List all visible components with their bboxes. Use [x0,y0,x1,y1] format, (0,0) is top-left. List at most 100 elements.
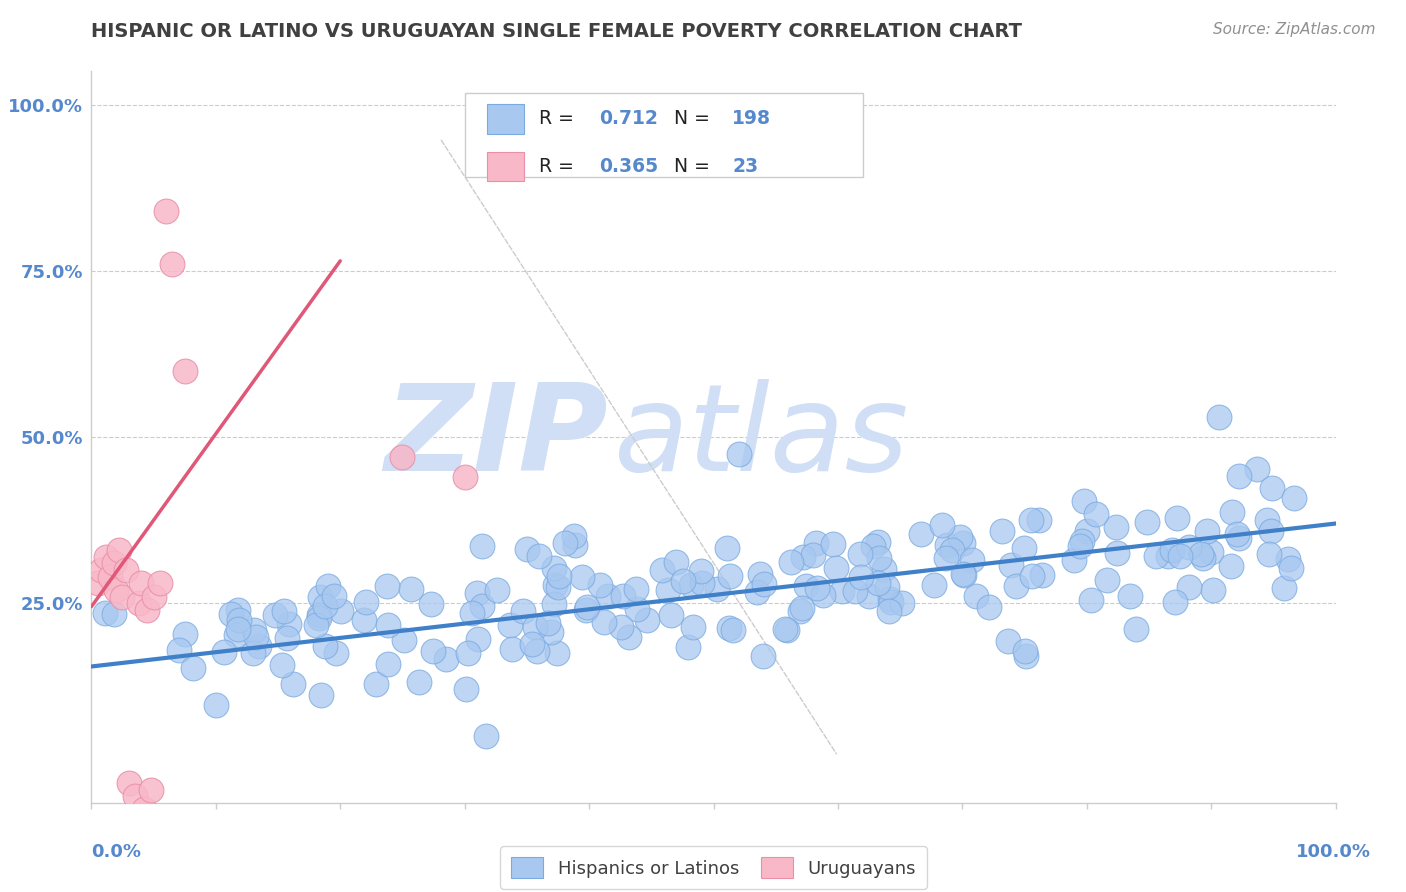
Point [1168,549,1191,563]
Point [997,634,1019,648]
Point [801,548,824,562]
Point [392,633,415,648]
Point [408,674,430,689]
Text: N =: N = [673,157,716,176]
Point [173,363,195,377]
Point [612,589,634,603]
Text: N =: N = [673,110,716,128]
Point [657,583,679,598]
Point [868,535,890,549]
Point [592,615,614,629]
Point [1144,549,1167,563]
Point [979,599,1001,614]
Point [543,561,565,575]
Point [1195,524,1218,539]
Point [991,524,1014,538]
Point [1189,547,1212,561]
Point [1000,558,1022,573]
Point [716,541,738,555]
Point [681,578,703,592]
Point [1063,553,1085,567]
Point [214,645,236,659]
Point [467,632,489,646]
Point [747,585,769,599]
Point [314,639,336,653]
Point [651,563,673,577]
Point [779,555,801,569]
Point [876,580,898,594]
Point [659,607,682,622]
Text: R =: R = [540,157,581,176]
Point [457,646,479,660]
Point [540,624,562,639]
Point [98,570,121,584]
Point [636,613,658,627]
Point [1105,546,1128,560]
Point [1246,462,1268,476]
Point [325,646,347,660]
Point [524,620,547,634]
Point [626,602,648,616]
Point [849,547,872,561]
Point [682,620,704,634]
Point [562,528,585,542]
Point [935,551,957,566]
Text: 0.712: 0.712 [599,110,658,128]
Point [132,802,155,816]
Point [155,204,177,219]
Point [676,640,699,655]
Point [1219,559,1241,574]
Point [1014,644,1036,658]
Text: R =: R = [540,110,581,128]
Point [516,541,538,556]
Point [626,582,648,597]
Point [952,536,974,550]
Point [821,537,844,551]
Point [522,637,544,651]
Point [548,569,571,583]
Point [181,661,204,675]
Point [1282,491,1305,505]
Point [366,677,388,691]
Point [1164,595,1187,609]
Point [1178,580,1201,594]
Point [575,599,598,614]
Point [501,642,523,657]
Point [96,549,118,564]
Point [1277,552,1299,566]
Point [965,589,987,603]
Point [773,623,796,637]
Point [1161,543,1184,558]
Point [139,782,162,797]
Point [247,640,270,654]
Point [1070,533,1092,548]
Point [721,623,744,637]
Point [792,549,814,564]
Point [862,539,884,553]
FancyBboxPatch shape [464,94,863,178]
Point [1015,648,1038,663]
Point [142,590,165,604]
Point [86,576,108,591]
Point [353,613,375,627]
Point [1177,540,1199,554]
Point [281,676,304,690]
Text: 0.0%: 0.0% [91,843,142,861]
Point [868,551,890,566]
Text: Source: ZipAtlas.com: Source: ZipAtlas.com [1212,22,1375,37]
Point [748,566,770,581]
Point [174,627,197,641]
Point [391,450,413,464]
Point [706,582,728,596]
Point [831,584,853,599]
Point [454,682,477,697]
Point [1227,468,1250,483]
Point [1105,520,1128,534]
Point [941,543,963,558]
Point [399,582,422,596]
Point [323,590,346,604]
Point [1272,581,1295,595]
Point [690,576,713,591]
Point [1019,513,1042,527]
Point [1202,582,1225,597]
